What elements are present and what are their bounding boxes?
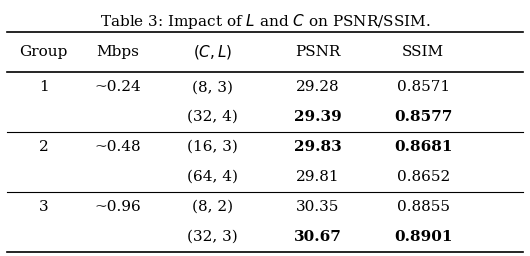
Text: 29.28: 29.28 bbox=[296, 80, 340, 94]
Text: 0.8681: 0.8681 bbox=[394, 140, 453, 154]
Text: (32, 3): (32, 3) bbox=[187, 230, 237, 244]
Text: 0.8577: 0.8577 bbox=[394, 110, 452, 124]
Text: $(C, L)$: $(C, L)$ bbox=[192, 43, 232, 61]
Text: 29.39: 29.39 bbox=[294, 110, 342, 124]
Text: (8, 3): (8, 3) bbox=[192, 80, 233, 94]
Text: 0.8652: 0.8652 bbox=[396, 170, 450, 184]
Text: PSNR: PSNR bbox=[295, 45, 340, 59]
Text: Table 3: Impact of $L$ and $C$ on PSNR/SSIM.: Table 3: Impact of $L$ and $C$ on PSNR/S… bbox=[100, 12, 430, 30]
Text: (16, 3): (16, 3) bbox=[187, 140, 238, 154]
Text: 3: 3 bbox=[39, 200, 48, 214]
Text: ~0.24: ~0.24 bbox=[94, 80, 141, 94]
Text: 2: 2 bbox=[39, 140, 48, 154]
Text: 0.8855: 0.8855 bbox=[396, 200, 449, 214]
Text: Group: Group bbox=[20, 45, 68, 59]
Text: 30.35: 30.35 bbox=[296, 200, 339, 214]
Text: (32, 4): (32, 4) bbox=[187, 110, 238, 124]
Text: 1: 1 bbox=[39, 80, 48, 94]
Text: ~0.96: ~0.96 bbox=[94, 200, 141, 214]
Text: 0.8901: 0.8901 bbox=[394, 230, 453, 244]
Text: (8, 2): (8, 2) bbox=[192, 200, 233, 214]
Text: ~0.48: ~0.48 bbox=[94, 140, 140, 154]
Text: SSIM: SSIM bbox=[402, 45, 444, 59]
Text: 29.81: 29.81 bbox=[296, 170, 340, 184]
Text: 30.67: 30.67 bbox=[294, 230, 342, 244]
Text: (64, 4): (64, 4) bbox=[187, 170, 238, 184]
Text: Mbps: Mbps bbox=[96, 45, 139, 59]
Text: 29.83: 29.83 bbox=[294, 140, 342, 154]
Text: 0.8571: 0.8571 bbox=[396, 80, 450, 94]
